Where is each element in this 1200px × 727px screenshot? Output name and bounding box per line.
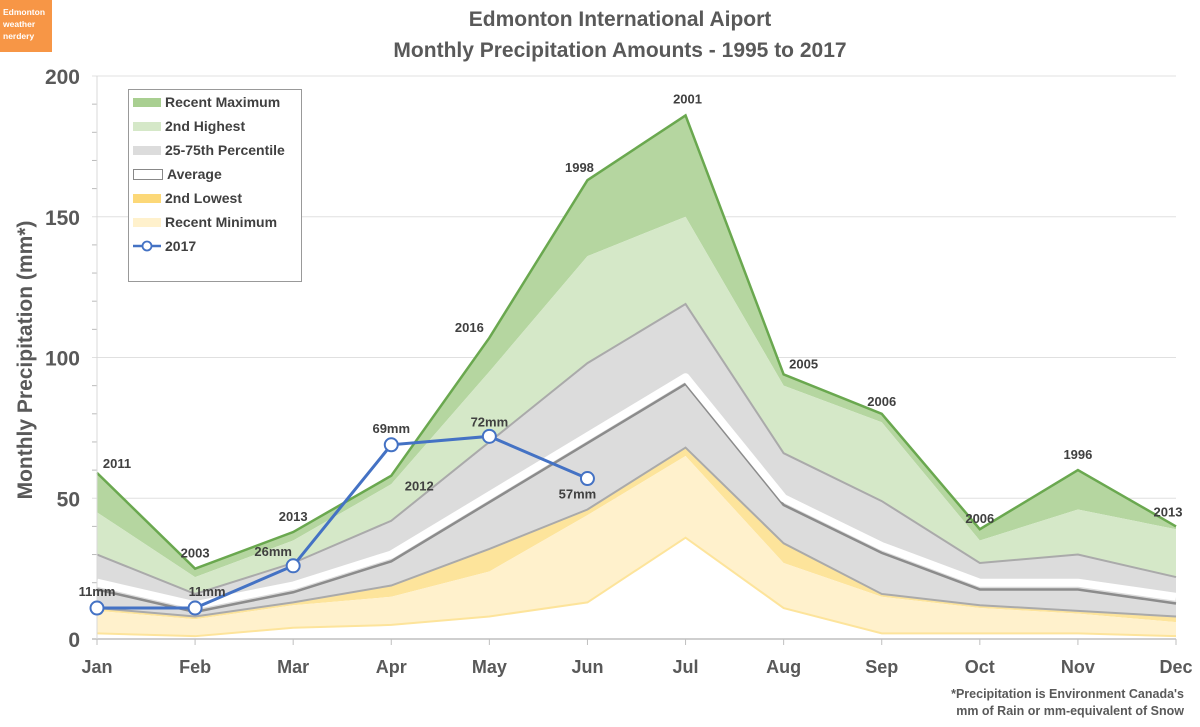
y-tick-label: 200 — [45, 66, 80, 89]
legend-label: 2nd Highest — [165, 118, 246, 134]
max-year-label: 1996 — [1063, 447, 1092, 462]
x-tick-label: Sep — [865, 657, 898, 677]
line-25th-percentile — [96, 446, 1177, 618]
point-2017 — [383, 437, 399, 453]
x-tick-label: Apr — [376, 657, 407, 677]
x-tick-label: Jun — [571, 657, 603, 677]
y-tick-label: 150 — [45, 207, 80, 230]
band-2nd-highest — [97, 216, 1176, 594]
badge-line: Edmonton — [3, 7, 46, 17]
data-label-2017: 11mm — [189, 584, 226, 599]
y-tick-label: 100 — [45, 348, 80, 371]
footnote-line: *Precipitation is Environment Canada's — [951, 687, 1184, 701]
badge-line: weather — [3, 19, 36, 29]
x-tick-label: Jan — [81, 657, 112, 677]
max-year-label: 2016 — [455, 320, 484, 335]
legend-item: 25-75th Percentile — [133, 140, 285, 160]
data-label-2017: 69mm — [372, 421, 410, 436]
max-year-label: 2003 — [181, 546, 210, 561]
data-label-2017: 26mm — [254, 544, 292, 559]
band-recent-maximum — [97, 115, 1176, 578]
legend-label: Recent Minimum — [165, 214, 278, 230]
legend-swatch-icon — [133, 217, 161, 227]
legend-label: 2nd Lowest — [165, 190, 243, 206]
legend-item: Recent Minimum — [133, 212, 277, 232]
legend-line-marker-icon — [133, 240, 161, 252]
x-tick-label: Dec — [1159, 657, 1192, 677]
footnote-line: mm of Rain or mm-equivalent of Snow — [956, 704, 1184, 718]
brand-badge: Edmonton weather nerdery — [0, 0, 52, 52]
data-label-2017: 57mm — [559, 487, 597, 502]
point-2017 — [579, 471, 595, 487]
line-average-shadow — [96, 382, 1177, 614]
x-tick-label: Mar — [277, 657, 309, 677]
line-recent-maximum — [96, 113, 1177, 571]
legend-label: Recent Maximum — [165, 94, 281, 110]
line-2017 — [97, 434, 589, 610]
legend-item: 2017 — [133, 236, 196, 256]
max-year-label: 2013 — [279, 509, 308, 524]
max-year-label: 2006 — [965, 511, 994, 526]
y-tick-label: 50 — [57, 488, 80, 511]
badge-line: nerdery — [3, 31, 35, 41]
max-year-label: 1998 — [565, 160, 594, 175]
max-year-label: 2011 — [103, 456, 131, 471]
line-recent-minimum — [96, 536, 1177, 638]
legend-swatch-icon — [133, 168, 163, 180]
max-year-label: 2013 — [1154, 504, 1183, 519]
line-75th-percentile — [96, 302, 1177, 596]
x-tick-label: May — [472, 657, 507, 677]
legend-swatch-icon — [133, 193, 161, 203]
chart-title: Edmonton International Aiport — [468, 8, 772, 31]
legend-label: 2017 — [165, 238, 197, 254]
x-tick-label: Oct — [965, 657, 995, 677]
x-tick-label: Nov — [1061, 657, 1095, 677]
band-2nd-lowest — [97, 447, 1176, 623]
chart-subtitle: Monthly Precipitation Amounts - 1995 to … — [393, 39, 847, 62]
legend-swatch-icon — [133, 97, 161, 107]
point-2017 — [187, 600, 203, 616]
legend-label: Average — [167, 166, 222, 182]
legend-item: 2nd Highest — [133, 116, 245, 136]
data-label-2017: 11mm — [79, 584, 116, 599]
line-average — [96, 373, 1177, 610]
max-year-label: 2005 — [789, 356, 818, 371]
legend-swatch-icon — [133, 145, 161, 155]
x-tick-label: Jul — [673, 657, 699, 677]
point-2017 — [481, 428, 497, 444]
point-2017 — [285, 558, 301, 574]
legend-item: 2nd Lowest — [133, 188, 242, 208]
max-year-label: 2012 — [405, 479, 434, 494]
legend-swatch-icon — [133, 121, 161, 131]
y-tick-label: 0 — [68, 629, 80, 652]
legend-label: 25-75th Percentile — [165, 142, 285, 158]
footnote: *Precipitation is Environment Canada's m… — [951, 686, 1184, 720]
max-year-label: 2006 — [867, 394, 896, 409]
y-axis-label: Monthly Precipitation (mm*) — [14, 221, 37, 500]
x-tick-label: Feb — [179, 657, 211, 677]
band-recent-minimum — [97, 456, 1176, 637]
data-label-2017: 72mm — [471, 414, 509, 429]
legend-item: Recent Maximum — [133, 92, 280, 112]
band-25-75-percentile — [97, 304, 1176, 617]
legend: Recent Maximum 2nd Highest 25-75th Percent… — [128, 89, 302, 282]
point-2017 — [89, 600, 105, 616]
legend-item: Average — [133, 164, 222, 184]
x-tick-label: Aug — [766, 657, 801, 677]
max-year-label: 2001 — [673, 91, 702, 106]
